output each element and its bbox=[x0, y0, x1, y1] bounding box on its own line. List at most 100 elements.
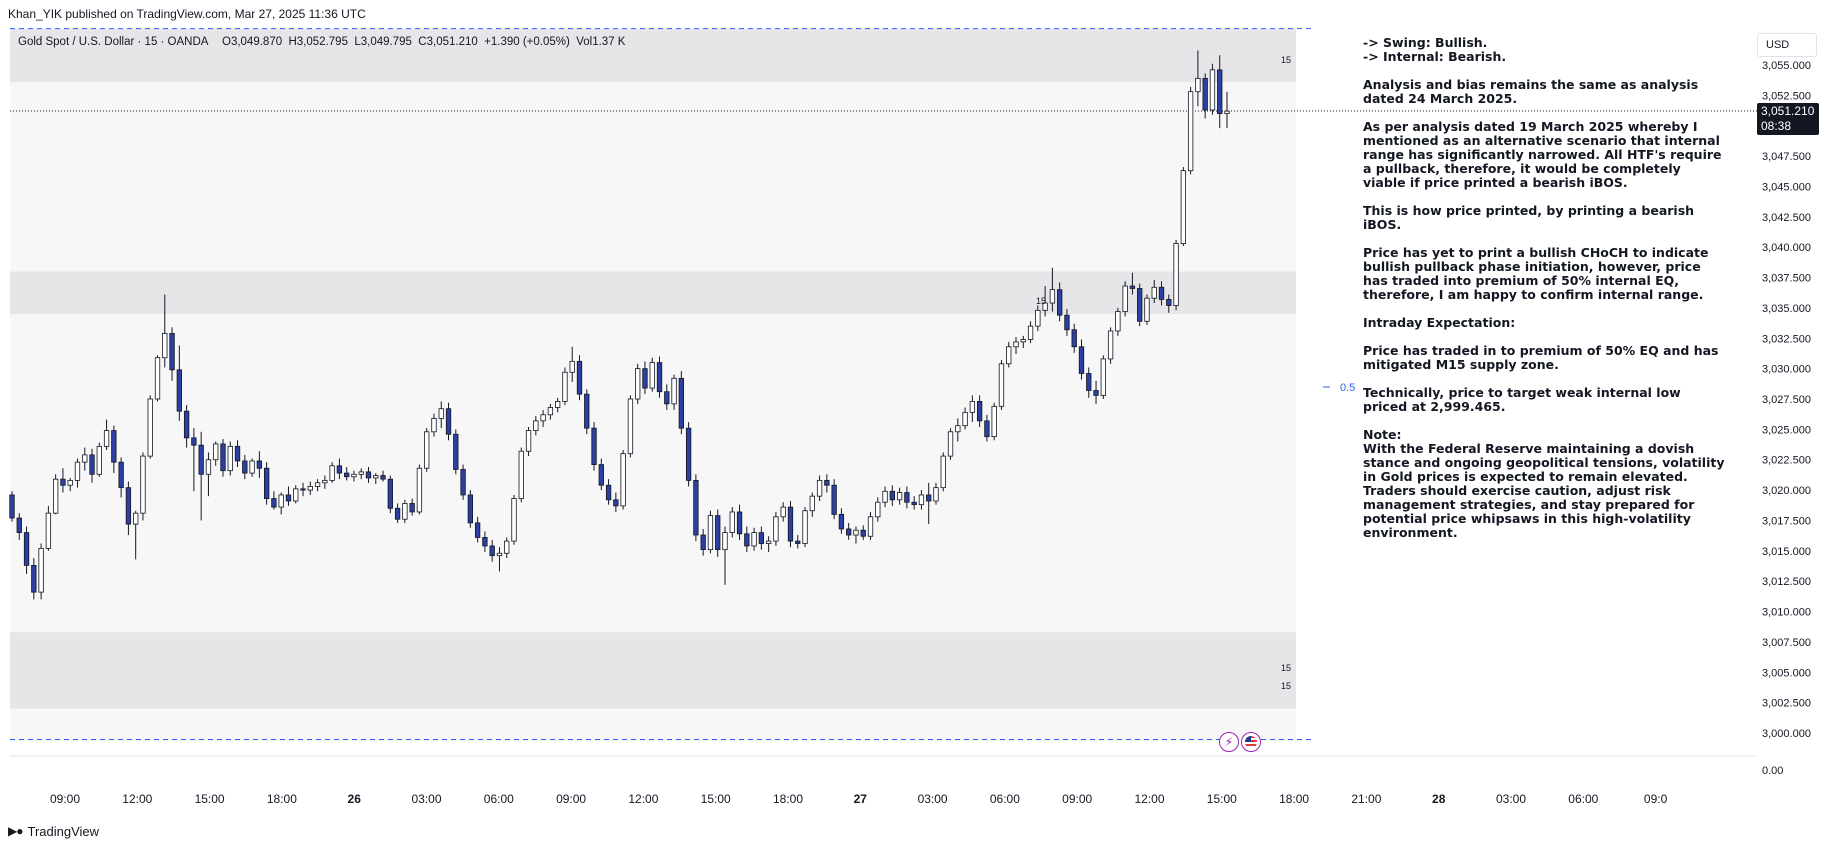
price-tick-label: 3,012.500 bbox=[1762, 576, 1811, 588]
candle bbox=[1137, 283, 1143, 327]
candle bbox=[96, 442, 102, 477]
candle bbox=[1006, 341, 1012, 368]
candle-body-up bbox=[1122, 285, 1128, 312]
candle-body-up bbox=[431, 418, 437, 433]
candle-body-up bbox=[649, 362, 655, 389]
candle bbox=[31, 558, 37, 600]
candle-body-up bbox=[103, 430, 110, 447]
time-tick-label: 15:00 bbox=[1207, 792, 1237, 806]
currency-selector[interactable]: USD bbox=[1757, 33, 1817, 57]
time-axis[interactable]: 09:00 12:00 15:00 18:00 26 03:00 06:00 09:00 12:… bbox=[50, 792, 1668, 806]
candle bbox=[685, 422, 692, 487]
candle-body-up bbox=[504, 540, 510, 554]
candle-body-down bbox=[453, 433, 459, 470]
candle bbox=[9, 491, 15, 522]
candle bbox=[198, 431, 204, 521]
candle bbox=[875, 497, 881, 522]
candle bbox=[67, 477, 73, 492]
candle-body-down bbox=[889, 490, 895, 501]
candle-body-down bbox=[169, 333, 175, 371]
candles-layer bbox=[9, 50, 1230, 600]
candle-body-up bbox=[1187, 91, 1194, 172]
candle-body-down bbox=[198, 444, 204, 475]
candle bbox=[293, 485, 299, 504]
candle bbox=[373, 473, 379, 485]
candle bbox=[424, 428, 430, 472]
zone-supply-0 bbox=[10, 28, 1296, 83]
candle bbox=[831, 479, 837, 520]
candle-body-up bbox=[133, 512, 139, 525]
date-tick-label: 26 bbox=[348, 792, 362, 806]
candle bbox=[715, 509, 721, 557]
candle-body-down bbox=[1158, 286, 1165, 300]
price-axis[interactable]: 3,055.0003,052.5003,050.0003,047.5003,04… bbox=[1762, 60, 1811, 777]
candle bbox=[358, 468, 364, 480]
price-tick-label: 3,002.500 bbox=[1762, 698, 1811, 710]
candle bbox=[307, 481, 313, 495]
candle bbox=[562, 367, 568, 406]
candle-body-up bbox=[322, 479, 328, 484]
candle bbox=[271, 491, 277, 510]
time-tick-label: 18:00 bbox=[1279, 792, 1309, 806]
candle bbox=[133, 510, 139, 560]
tradingview-logo[interactable]: ▶● TradingView bbox=[8, 822, 99, 840]
candle-body-up bbox=[1100, 358, 1106, 396]
candle-body-up bbox=[227, 445, 233, 472]
candle bbox=[664, 384, 670, 410]
analysis-annotation[interactable]: -> Swing: Bullish. -> Internal: Bearish.… bbox=[1363, 36, 1725, 540]
candle-body-down bbox=[736, 511, 743, 535]
candle-body-up bbox=[67, 479, 73, 486]
candle-body-up bbox=[154, 357, 161, 400]
candle bbox=[555, 397, 561, 413]
candle bbox=[1027, 321, 1034, 344]
candle bbox=[780, 502, 786, 522]
candle bbox=[998, 360, 1005, 410]
candle-body-down bbox=[1086, 373, 1092, 391]
candle-body-down bbox=[31, 564, 37, 593]
candle bbox=[460, 464, 466, 500]
candle-body-down bbox=[300, 488, 306, 491]
candle-body-up bbox=[955, 425, 961, 433]
us-flag-icon[interactable] bbox=[1241, 732, 1261, 752]
candle bbox=[867, 511, 874, 540]
candle bbox=[656, 356, 663, 398]
candle bbox=[329, 462, 335, 483]
candle-body-up bbox=[555, 401, 561, 408]
candle bbox=[169, 327, 175, 381]
zone-label-bottom-2: 15 bbox=[1281, 681, 1291, 691]
candle-body-up bbox=[918, 494, 925, 506]
candle bbox=[220, 439, 226, 477]
candle-body-down bbox=[176, 369, 182, 412]
candle-body-down bbox=[118, 461, 124, 489]
price-tick-label: 3,032.500 bbox=[1762, 333, 1811, 345]
candle-body-down bbox=[911, 501, 917, 506]
candle bbox=[1064, 309, 1070, 336]
candle bbox=[547, 403, 554, 420]
candle-body-up bbox=[867, 516, 874, 537]
candle-body-down bbox=[656, 362, 663, 393]
lightning-icon[interactable]: ⚡ bbox=[1219, 732, 1239, 752]
price-tick-label: 3,022.500 bbox=[1762, 455, 1811, 467]
candle-body-up bbox=[307, 486, 313, 491]
candle bbox=[955, 418, 961, 442]
candle bbox=[176, 345, 182, 421]
candle bbox=[569, 346, 575, 382]
candle-body-down bbox=[474, 522, 481, 538]
price-tick-label: 3,040.000 bbox=[1762, 242, 1811, 254]
candle-body-up bbox=[765, 540, 772, 544]
candle bbox=[1020, 335, 1026, 348]
candle-body-down bbox=[409, 503, 415, 513]
candle bbox=[533, 416, 539, 436]
candle-body-down bbox=[1057, 289, 1063, 316]
candle bbox=[926, 482, 932, 525]
candle-body-up bbox=[511, 498, 517, 542]
candle bbox=[889, 485, 895, 506]
candle-body-down bbox=[1166, 299, 1172, 306]
candle-body-down bbox=[336, 465, 343, 474]
candle bbox=[60, 468, 66, 493]
candle bbox=[191, 428, 197, 492]
candle bbox=[16, 513, 22, 540]
candle-body-down bbox=[758, 532, 765, 544]
candle bbox=[300, 482, 306, 497]
